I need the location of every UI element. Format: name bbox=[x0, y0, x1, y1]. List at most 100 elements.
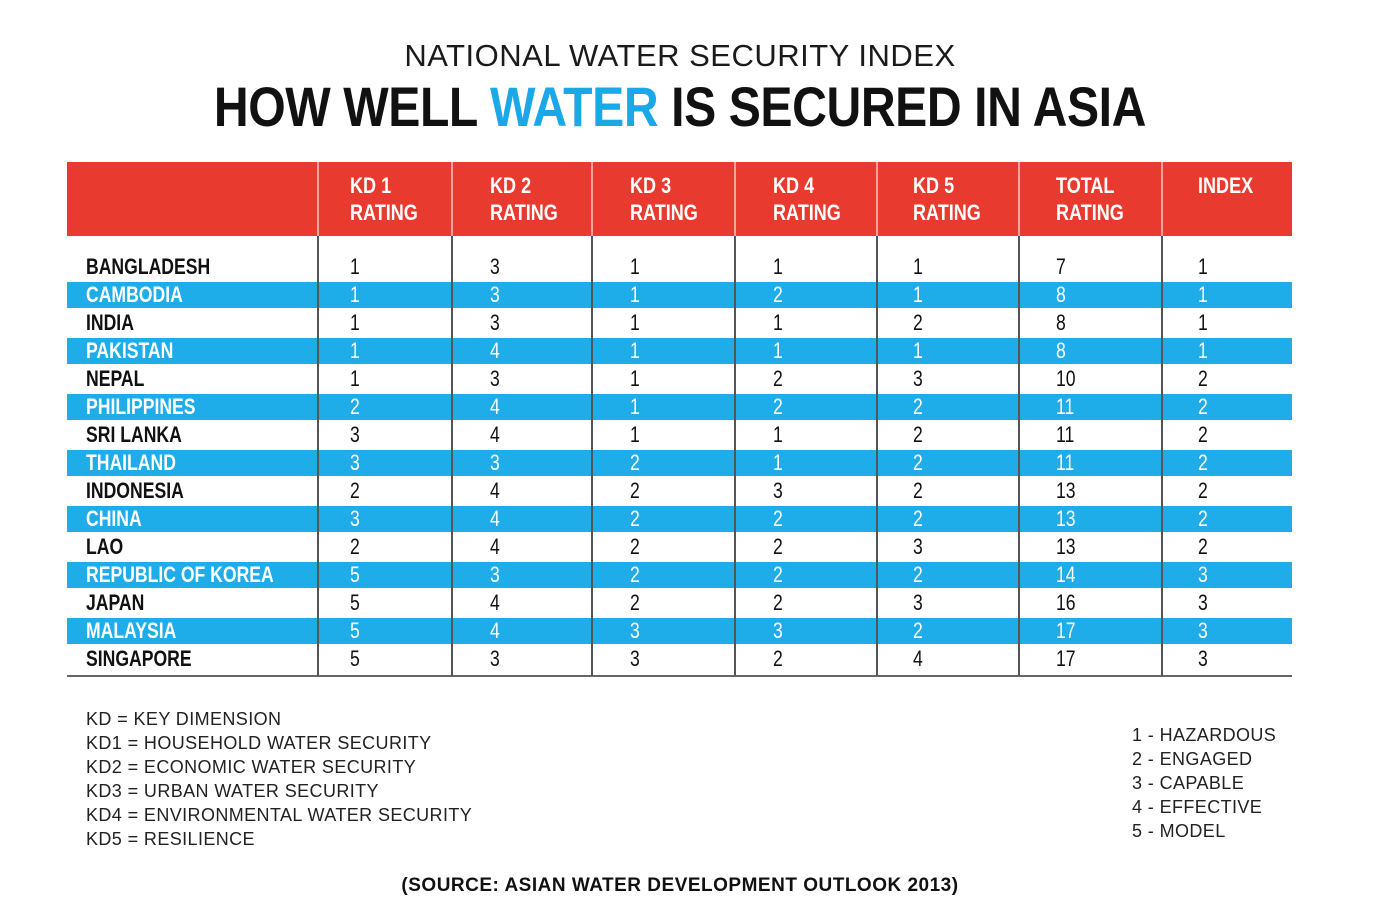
cell-text: 1 bbox=[630, 422, 640, 447]
rating-cell: 11 bbox=[1056, 450, 1079, 476]
cell-text: 1 bbox=[1198, 254, 1208, 279]
rating-cell: 3 bbox=[1198, 618, 1210, 644]
rating-cell: 1 bbox=[773, 422, 785, 448]
column-divider bbox=[317, 162, 319, 676]
cell-text: 1 bbox=[630, 254, 640, 279]
rating-cell: 1 bbox=[913, 254, 925, 280]
cell-text: 11 bbox=[1056, 422, 1075, 447]
rating-cell: 4 bbox=[490, 394, 502, 420]
cell-text: 3 bbox=[490, 366, 500, 391]
cell-text: 3 bbox=[1198, 618, 1208, 643]
cell-text: 1 bbox=[630, 282, 640, 307]
cell-text: MALAYSIA bbox=[86, 618, 177, 643]
cell-text: 10 bbox=[1056, 366, 1076, 391]
rating-cell: 3 bbox=[630, 618, 642, 644]
rating-cell: 5 bbox=[350, 562, 362, 588]
cell-text: 3 bbox=[1198, 646, 1208, 671]
rating-cell: 2 bbox=[773, 646, 785, 672]
rating-cell: 1 bbox=[630, 366, 642, 392]
cell-text: NEPAL bbox=[86, 366, 145, 391]
rating-cell: 2 bbox=[773, 590, 785, 616]
legend-line: 1 - HAZARDOUS bbox=[1132, 725, 1277, 745]
cell-text: 8 bbox=[1056, 282, 1066, 307]
cell-text: 2 bbox=[630, 506, 640, 531]
cell-text: PAKISTAN bbox=[86, 338, 174, 363]
rating-cell: 1 bbox=[630, 254, 642, 280]
cell-text: 2 bbox=[1198, 534, 1208, 559]
country-name: CAMBODIA bbox=[86, 282, 207, 308]
column-header bbox=[86, 162, 92, 236]
cell-text: 2 bbox=[913, 478, 923, 503]
rating-cell: 14 bbox=[1056, 562, 1080, 588]
rating-cell: 4 bbox=[490, 478, 502, 504]
cell-text: 17 bbox=[1056, 618, 1076, 643]
table-row: NEPAL 1 3 1 2 3 10 2 bbox=[67, 366, 1292, 392]
cell-text: 1 bbox=[630, 338, 640, 363]
column-header-line1: KD 5 bbox=[913, 173, 955, 198]
rating-cell: 4 bbox=[913, 646, 925, 672]
column-header: KD 5 RATING bbox=[913, 162, 996, 236]
country-name: PHILIPPINES bbox=[86, 394, 223, 420]
cell-text: 16 bbox=[1056, 590, 1076, 615]
rating-cell: 5 bbox=[350, 646, 362, 672]
key-dimension-legend: KD = KEY DIMENSION KD1 = HOUSEHOLD WATER … bbox=[86, 707, 472, 851]
rating-cell: 2 bbox=[1198, 450, 1210, 476]
cell-text: 3 bbox=[490, 646, 500, 671]
rating-cell: 1 bbox=[1198, 310, 1210, 336]
cell-text: 1 bbox=[350, 366, 360, 391]
rating-cell: 2 bbox=[913, 562, 925, 588]
title-post: IS SECURED IN ASIA bbox=[658, 75, 1147, 138]
rating-cell: 1 bbox=[773, 254, 785, 280]
rating-cell: 3 bbox=[490, 646, 502, 672]
cell-text: 2 bbox=[773, 646, 783, 671]
cell-text: 2 bbox=[1198, 422, 1208, 447]
rating-cell: 2 bbox=[773, 282, 785, 308]
column-header-line1: TOTAL bbox=[1056, 173, 1115, 198]
column-divider bbox=[734, 162, 736, 676]
supertitle: NATIONAL WATER SECURITY INDEX bbox=[404, 38, 956, 73]
table-row: CHINA 3 4 2 2 2 13 2 bbox=[67, 506, 1292, 532]
table-row: CAMBODIA 1 3 1 2 1 8 1 bbox=[67, 282, 1292, 308]
cell-text: 5 bbox=[350, 646, 360, 671]
column-header-line2: RATING bbox=[630, 200, 698, 225]
table-row: MALAYSIA 5 4 3 3 2 17 3 bbox=[67, 618, 1292, 644]
cell-text: 4 bbox=[490, 478, 500, 503]
cell-text: 2 bbox=[1198, 478, 1208, 503]
cell-text: 2 bbox=[913, 562, 923, 587]
header-divider bbox=[317, 162, 319, 236]
cell-text: 4 bbox=[490, 338, 500, 363]
rating-cell: 2 bbox=[913, 506, 925, 532]
cell-text: 4 bbox=[490, 506, 500, 531]
rating-cell: 2 bbox=[773, 562, 785, 588]
legend-line: KD4 = ENVIRONMENTAL WATER SECURITY bbox=[86, 805, 473, 825]
cell-text: 1 bbox=[350, 254, 360, 279]
rating-cell: 7 bbox=[1056, 254, 1068, 280]
cell-text: SRI LANKA bbox=[86, 422, 182, 447]
cell-text: 2 bbox=[350, 394, 360, 419]
rating-cell: 3 bbox=[630, 646, 642, 672]
cell-text: 2 bbox=[350, 478, 360, 503]
rating-cell: 2 bbox=[1198, 478, 1210, 504]
table-row: PAKISTAN 1 4 1 1 1 8 1 bbox=[67, 338, 1292, 364]
cell-text: 3 bbox=[490, 254, 500, 279]
cell-text: 1 bbox=[350, 282, 360, 307]
header-divider bbox=[451, 162, 453, 236]
column-divider bbox=[591, 162, 593, 676]
rating-cell: 2 bbox=[350, 394, 362, 420]
rating-cell: 1 bbox=[1198, 282, 1210, 308]
page-title: HOW WELL WATER IS SECURED IN ASIA bbox=[0, 74, 1360, 139]
column-header-line2: RATING bbox=[913, 200, 981, 225]
column-header-line2: RATING bbox=[490, 200, 558, 225]
country-name: JAPAN bbox=[86, 590, 159, 616]
column-header: KD 1 RATING bbox=[350, 162, 433, 236]
cell-text: 11 bbox=[1056, 450, 1075, 475]
cell-text: 3 bbox=[1198, 562, 1208, 587]
country-name: INDIA bbox=[86, 310, 146, 336]
column-divider bbox=[1161, 162, 1163, 676]
rating-cell: 2 bbox=[1198, 506, 1210, 532]
rating-cell: 2 bbox=[1198, 422, 1210, 448]
table-row: SRI LANKA 3 4 1 1 2 11 2 bbox=[67, 422, 1292, 448]
column-header: INDEX bbox=[1198, 162, 1265, 236]
cell-text: 1 bbox=[1198, 310, 1208, 335]
rating-cell: 2 bbox=[773, 506, 785, 532]
